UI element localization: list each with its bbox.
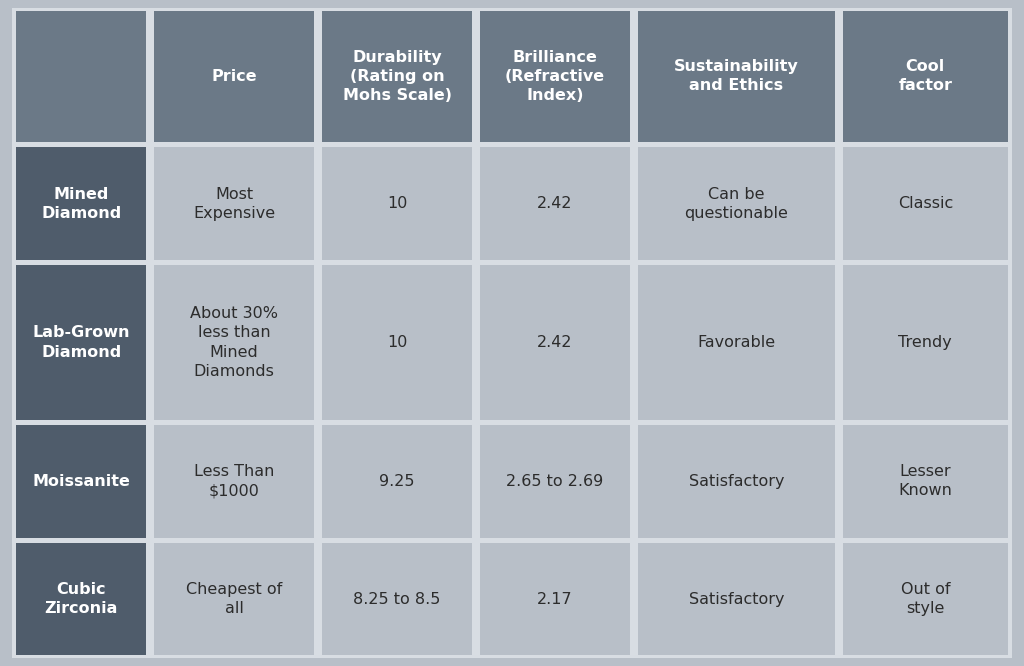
Text: Trendy: Trendy bbox=[898, 335, 952, 350]
Text: Cubic
Zirconia: Cubic Zirconia bbox=[45, 582, 118, 616]
Bar bbox=[638, 11, 835, 142]
Text: Most
Expensive: Most Expensive bbox=[194, 186, 275, 220]
Bar bbox=[16, 147, 146, 260]
Text: Out of
style: Out of style bbox=[900, 582, 950, 616]
Bar bbox=[323, 11, 472, 142]
Bar bbox=[843, 11, 1008, 142]
Text: Can be
questionable: Can be questionable bbox=[684, 186, 788, 220]
Text: Classic: Classic bbox=[898, 196, 953, 211]
Bar bbox=[16, 543, 146, 655]
Bar bbox=[323, 265, 472, 420]
Bar bbox=[480, 147, 630, 260]
Text: Price: Price bbox=[211, 69, 257, 84]
Text: 2.42: 2.42 bbox=[538, 196, 572, 211]
Bar bbox=[843, 425, 1008, 537]
Bar bbox=[16, 265, 146, 420]
Text: 2.65 to 2.69: 2.65 to 2.69 bbox=[506, 474, 603, 489]
Text: About 30%
less than
Mined
Diamonds: About 30% less than Mined Diamonds bbox=[190, 306, 279, 379]
Bar bbox=[843, 265, 1008, 420]
Bar bbox=[323, 425, 472, 537]
Bar bbox=[155, 425, 314, 537]
Bar bbox=[638, 425, 835, 537]
Bar bbox=[323, 543, 472, 655]
Text: Sustainability
and Ethics: Sustainability and Ethics bbox=[674, 59, 799, 93]
Bar bbox=[638, 147, 835, 260]
Text: Satisfactory: Satisfactory bbox=[688, 591, 784, 607]
Text: Favorable: Favorable bbox=[697, 335, 775, 350]
Bar bbox=[480, 11, 630, 142]
Text: 9.25: 9.25 bbox=[379, 474, 415, 489]
Bar bbox=[155, 147, 314, 260]
Bar bbox=[480, 265, 630, 420]
Text: Cheapest of
all: Cheapest of all bbox=[186, 582, 283, 616]
Bar bbox=[638, 265, 835, 420]
Text: Durability
(Rating on
Mohs Scale): Durability (Rating on Mohs Scale) bbox=[343, 50, 452, 103]
Bar bbox=[16, 11, 146, 142]
Text: 10: 10 bbox=[387, 335, 408, 350]
Bar bbox=[480, 543, 630, 655]
Bar bbox=[155, 11, 314, 142]
Text: Less Than
$1000: Less Than $1000 bbox=[194, 464, 274, 498]
Bar bbox=[638, 543, 835, 655]
Bar bbox=[843, 147, 1008, 260]
Bar bbox=[480, 425, 630, 537]
Text: Satisfactory: Satisfactory bbox=[688, 474, 784, 489]
Text: Brilliance
(Refractive
Index): Brilliance (Refractive Index) bbox=[505, 50, 605, 103]
Bar bbox=[16, 425, 146, 537]
Bar bbox=[323, 147, 472, 260]
Bar bbox=[155, 265, 314, 420]
Text: Cool
factor: Cool factor bbox=[898, 59, 952, 93]
Bar bbox=[843, 543, 1008, 655]
Text: Lesser
Known: Lesser Known bbox=[898, 464, 952, 498]
Text: 2.17: 2.17 bbox=[538, 591, 572, 607]
Text: 10: 10 bbox=[387, 196, 408, 211]
Text: 2.42: 2.42 bbox=[538, 335, 572, 350]
Text: Moissanite: Moissanite bbox=[33, 474, 130, 489]
Text: Mined
Diamond: Mined Diamond bbox=[41, 186, 122, 220]
Text: Lab-Grown
Diamond: Lab-Grown Diamond bbox=[33, 326, 130, 360]
Bar bbox=[155, 543, 314, 655]
Text: 8.25 to 8.5: 8.25 to 8.5 bbox=[353, 591, 440, 607]
